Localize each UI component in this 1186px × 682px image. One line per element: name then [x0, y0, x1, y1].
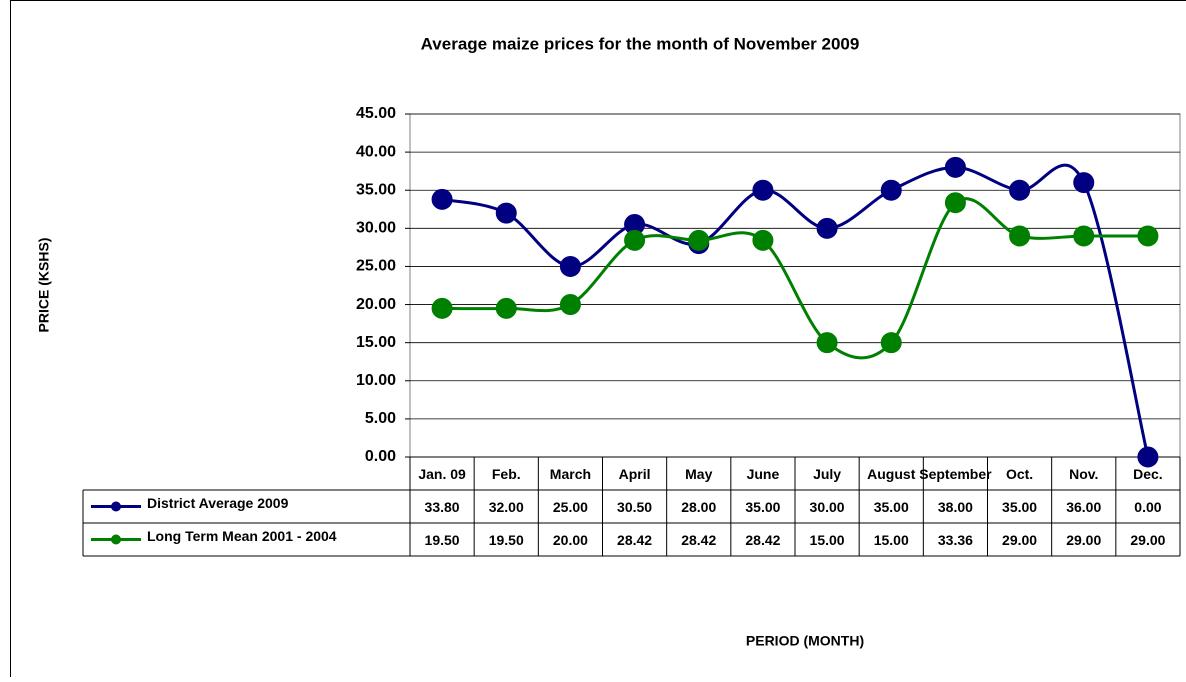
table-value: 25.00: [553, 499, 588, 515]
table-value: 28.42: [681, 532, 716, 548]
x-tick-label: March: [550, 466, 591, 482]
table-value: 32.00: [489, 499, 524, 515]
marker: [881, 180, 901, 200]
marker: [1138, 447, 1158, 467]
marker: [625, 230, 645, 250]
table-value: 15.00: [810, 532, 845, 548]
table-value: 38.00: [938, 499, 973, 515]
marker: [817, 218, 837, 238]
table-value: 19.50: [489, 532, 524, 548]
marker: [1138, 226, 1158, 246]
marker: [1074, 226, 1094, 246]
table-value: 30.50: [617, 499, 652, 515]
table-value: 29.00: [1002, 532, 1037, 548]
chart-title: Average maize prices for the month of No…: [421, 34, 860, 53]
table-value: 35.00: [874, 499, 909, 515]
x-tick-label: Dec.: [1133, 466, 1163, 482]
marker: [753, 180, 773, 200]
legend-marker: [111, 502, 121, 512]
table-value: 33.80: [425, 499, 460, 515]
y-tick-label: 10.00: [356, 372, 396, 389]
marker: [560, 256, 580, 276]
x-tick-label: Jan. 09: [418, 466, 466, 482]
table-value: 0.00: [1134, 499, 1161, 515]
legend-marker: [111, 535, 121, 545]
marker: [817, 333, 837, 353]
marker: [432, 189, 452, 209]
table-value: 20.00: [553, 532, 588, 548]
marker: [945, 193, 965, 213]
table-value: 28.42: [745, 532, 780, 548]
x-tick-label: June: [747, 466, 780, 482]
marker: [881, 333, 901, 353]
table-value: 36.00: [1066, 499, 1101, 515]
x-tick-label: May: [685, 466, 712, 482]
y-tick-label: 30.00: [356, 220, 396, 237]
x-tick-label: August: [867, 466, 916, 482]
table-value: 29.00: [1130, 532, 1165, 548]
legend-label: District Average 2009: [147, 495, 289, 511]
x-tick-label: Nov.: [1069, 466, 1098, 482]
marker: [753, 230, 773, 250]
x-axis-title: PERIOD (MONTH): [746, 633, 864, 649]
marker: [1010, 226, 1030, 246]
legend-label: Long Term Mean 2001 - 2004: [147, 528, 337, 544]
table-value: 28.00: [681, 499, 716, 515]
y-tick-label: 5.00: [365, 410, 396, 427]
y-axis-title: PRICE (KSHS): [36, 238, 52, 333]
marker: [496, 298, 516, 318]
x-tick-label: Oct.: [1006, 466, 1033, 482]
x-tick-label: April: [619, 466, 651, 482]
marker: [1074, 173, 1094, 193]
x-tick-label: July: [813, 466, 841, 482]
marker: [689, 230, 709, 250]
y-tick-label: 25.00: [356, 258, 396, 275]
y-tick-label: 40.00: [356, 143, 396, 160]
table-value: 15.00: [874, 532, 909, 548]
table-value: 35.00: [745, 499, 780, 515]
marker: [560, 295, 580, 315]
table-value: 33.36: [938, 532, 973, 548]
marker: [432, 298, 452, 318]
x-tick-label: Feb.: [492, 466, 521, 482]
y-tick-label: 45.00: [356, 105, 396, 122]
x-tick-label: September: [919, 466, 992, 482]
marker: [1010, 180, 1030, 200]
table-value: 19.50: [425, 532, 460, 548]
table-value: 28.42: [617, 532, 652, 548]
marker: [496, 203, 516, 223]
y-tick-label: 20.00: [356, 296, 396, 313]
table-value: 29.00: [1066, 532, 1101, 548]
y-tick-label: 0.00: [365, 448, 396, 465]
table-value: 35.00: [1002, 499, 1037, 515]
y-tick-label: 35.00: [356, 181, 396, 198]
y-tick-label: 15.00: [356, 334, 396, 351]
table-value: 30.00: [810, 499, 845, 515]
marker: [945, 157, 965, 177]
